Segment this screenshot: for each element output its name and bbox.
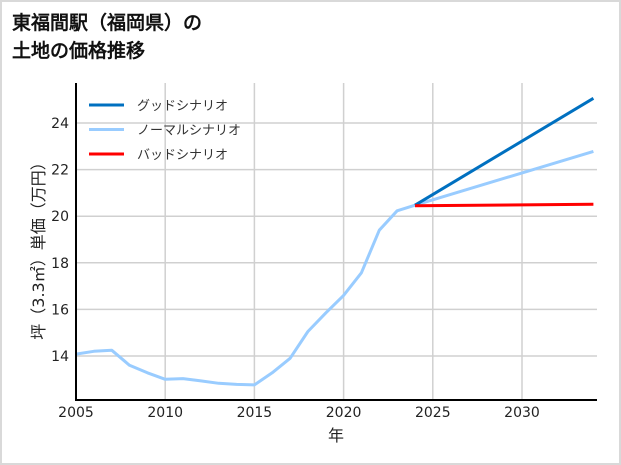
title-line-2: 土地の価格推移 — [12, 40, 146, 62]
legend-label: ノーマルシナリオ — [137, 124, 241, 139]
x-tick-label: 2020 — [326, 405, 362, 421]
x-tick-label: 2010 — [147, 405, 183, 421]
data-lines — [75, 97, 595, 387]
y-tick-label: 14 — [51, 349, 69, 365]
x-tick-label: 2030 — [504, 405, 540, 421]
series-line — [414, 202, 594, 208]
y-tick-label: 24 — [51, 116, 69, 132]
y-tick-label: 20 — [51, 209, 69, 225]
legend-label: グッドシナリオ — [137, 99, 228, 114]
y-axis-label: 坪（3.3㎡）単価（万円） — [29, 154, 48, 339]
y-tick-label: 16 — [51, 302, 69, 318]
chart-title: 東福間駅（福岡県）の 土地の価格推移 — [12, 9, 202, 65]
y-tick-label: 22 — [51, 163, 69, 179]
x-tick-label: 2005 — [58, 405, 94, 421]
x-tick-label: 2025 — [415, 405, 451, 421]
x-tick-label: 2015 — [237, 405, 273, 421]
grid-lines — [75, 83, 597, 400]
y-tick-label: 18 — [51, 256, 69, 272]
title-line-1: 東福間駅（福岡県）の — [12, 12, 203, 34]
series-line — [75, 149, 594, 387]
x-axis-label: 年 — [328, 426, 344, 445]
legend-label: バッドシナリオ — [137, 148, 228, 163]
series-line — [414, 97, 595, 207]
axes — [75, 83, 597, 401]
tick-labels: 2005 2010 2015 2020 2025 2030 14 16 18 20 22 24 — [51, 116, 540, 421]
